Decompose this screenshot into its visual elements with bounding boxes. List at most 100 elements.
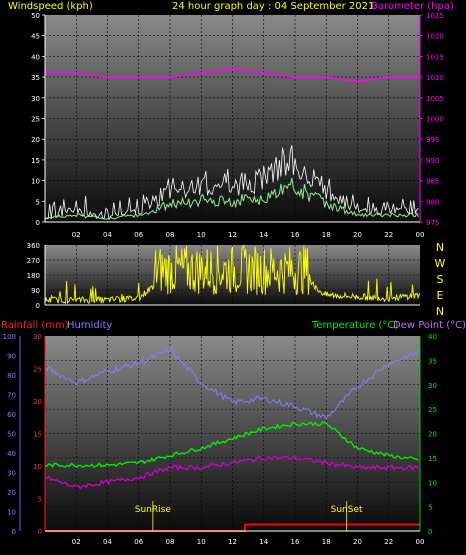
temp-x-tick: 10 <box>197 538 206 546</box>
rain-y-tick: 0 <box>38 528 42 536</box>
compass-label: W <box>435 257 446 270</box>
wind-x-tick: 16 <box>291 231 300 239</box>
humidity-axis-label: Humidity <box>67 320 113 331</box>
temp-x-tick: 22 <box>384 538 393 546</box>
sunrise-label: SunRise <box>135 505 172 515</box>
barometer-line <box>45 67 420 83</box>
compass-label: E <box>437 289 444 302</box>
dir-y-tick: 0 <box>36 302 40 310</box>
rain-y-tick: 30 <box>33 333 42 341</box>
wind-y-tick: 0 <box>36 219 40 227</box>
wind-x-tick: 10 <box>197 231 206 239</box>
dir-y-tick: 360 <box>27 242 40 250</box>
baro-y-tick: 1025 <box>426 12 444 20</box>
temperature-y-tick: 35 <box>428 357 437 365</box>
temp-x-tick: 16 <box>291 538 300 546</box>
compass-label: S <box>437 273 444 286</box>
dir-y-tick: 270 <box>27 257 40 265</box>
humidity-y-tick: 40 <box>7 450 16 458</box>
rain-y-tick: 25 <box>33 366 42 374</box>
baro-y-tick: 1005 <box>426 95 444 103</box>
wind-x-tick: 06 <box>134 231 143 239</box>
sunset-label: SunSet <box>331 505 363 515</box>
temp-x-tick: 00 <box>416 538 425 546</box>
humidity-y-tick: 0 <box>12 528 16 536</box>
temp-x-tick: 12 <box>228 538 237 546</box>
wind-x-tick: 00 <box>416 231 425 239</box>
baro-y-tick: 1000 <box>426 116 444 124</box>
temperature-y-tick: 40 <box>428 333 437 341</box>
windspeed-gust-line <box>44 145 419 221</box>
baro-y-tick: 1015 <box>426 53 444 61</box>
chart-title: 24 hour graph day : 04 September 2021 <box>172 1 375 12</box>
rain-y-tick: 15 <box>33 431 42 439</box>
wind-y-tick: 30 <box>31 95 40 103</box>
temp-x-tick: 02 <box>72 538 81 546</box>
temperature-y-tick: 20 <box>428 431 437 439</box>
humidity-y-tick: 50 <box>7 431 16 439</box>
baro-y-tick: 1020 <box>426 33 444 41</box>
wind-axis-label: Windspeed (kph) <box>8 1 93 12</box>
wind-x-tick: 14 <box>259 231 268 239</box>
wind-x-tick: 20 <box>353 231 362 239</box>
temp-x-tick: 04 <box>103 538 112 546</box>
temperature-axis-label: Temperature (°C) <box>312 320 399 331</box>
dewpoint-axis-label: Dew Point (°C) <box>393 320 466 331</box>
temperature-y-tick: 30 <box>428 382 437 390</box>
temperature-y-tick: 10 <box>428 479 437 487</box>
wind-y-tick: 40 <box>31 53 40 61</box>
temp-x-tick: 06 <box>134 538 143 546</box>
temp-x-tick: 18 <box>322 538 331 546</box>
compass-label: N <box>436 305 444 318</box>
wind-x-tick: 04 <box>103 231 112 239</box>
rain-y-tick: 5 <box>38 496 42 504</box>
baro-y-tick: 1010 <box>426 74 444 82</box>
compass-label: N <box>436 241 444 254</box>
wind-y-tick: 45 <box>31 33 40 41</box>
rain-y-tick: 20 <box>33 398 42 406</box>
temperature-line <box>44 420 419 469</box>
wind-y-tick: 20 <box>31 136 40 144</box>
wind-x-tick: 18 <box>322 231 331 239</box>
temperature-y-tick: 5 <box>428 504 432 512</box>
humidity-y-tick: 10 <box>7 509 16 517</box>
baro-y-tick: 995 <box>426 136 439 144</box>
temp-x-tick: 20 <box>353 538 362 546</box>
windspeed-avg-line <box>44 177 419 220</box>
wind-x-tick: 12 <box>228 231 237 239</box>
wind-y-tick: 25 <box>31 116 40 124</box>
wind-direction-line <box>44 244 421 305</box>
temp-x-tick: 14 <box>259 538 268 546</box>
temperature-y-tick: 0 <box>428 528 432 536</box>
wind-x-tick: 02 <box>72 231 81 239</box>
temperature-y-tick: 15 <box>428 455 437 463</box>
rain-axis-label: Rainfall (mm) <box>1 320 69 331</box>
humidity-y-tick: 90 <box>7 353 16 361</box>
wind-y-tick: 15 <box>31 157 40 165</box>
wind-x-tick: 08 <box>166 231 175 239</box>
humidity-y-tick: 20 <box>7 489 16 497</box>
temp-x-tick: 08 <box>166 538 175 546</box>
humidity-y-tick: 100 <box>3 333 16 341</box>
humidity-line <box>44 347 419 420</box>
dir-y-tick: 180 <box>27 272 40 280</box>
wind-x-tick: 22 <box>384 231 393 239</box>
humidity-y-tick: 70 <box>7 392 16 400</box>
wind-y-tick: 5 <box>36 198 40 206</box>
rain-y-tick: 10 <box>33 463 42 471</box>
dewpoint-line <box>44 454 419 490</box>
wind-y-tick: 35 <box>31 74 40 82</box>
humidity-y-tick: 80 <box>7 372 16 380</box>
temperature-y-tick: 25 <box>428 406 437 414</box>
baro-axis-label: Barometer (hpa) <box>371 1 454 12</box>
dir-y-tick: 90 <box>31 287 40 295</box>
baro-y-tick: 980 <box>426 198 439 206</box>
wind-y-tick: 10 <box>31 178 40 186</box>
humidity-y-tick: 30 <box>7 470 16 478</box>
baro-y-tick: 985 <box>426 178 439 186</box>
baro-y-tick: 975 <box>426 219 439 227</box>
baro-y-tick: 990 <box>426 157 439 165</box>
humidity-y-tick: 60 <box>7 411 16 419</box>
